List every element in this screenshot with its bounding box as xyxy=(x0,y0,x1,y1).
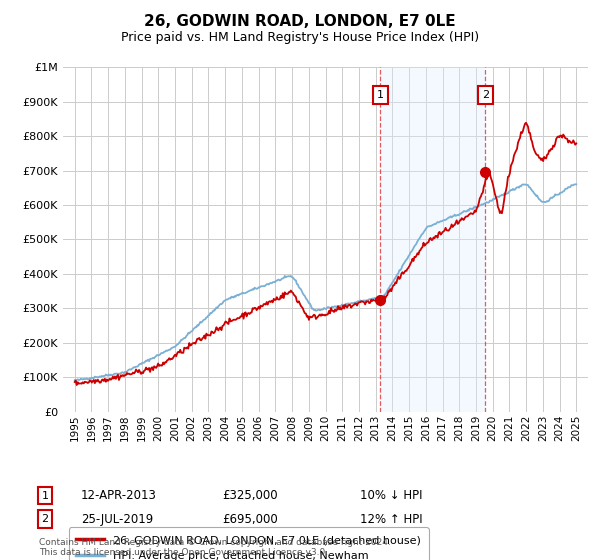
Legend: 26, GODWIN ROAD, LONDON, E7 0LE (detached house), HPI: Average price, detached h: 26, GODWIN ROAD, LONDON, E7 0LE (detache… xyxy=(68,528,428,560)
Text: 1: 1 xyxy=(377,90,384,100)
Text: 10% ↓ HPI: 10% ↓ HPI xyxy=(360,489,422,502)
Bar xyxy=(380,67,485,412)
Text: 12% ↑ HPI: 12% ↑ HPI xyxy=(360,512,422,526)
Text: 26, GODWIN ROAD, LONDON, E7 0LE: 26, GODWIN ROAD, LONDON, E7 0LE xyxy=(144,14,456,29)
Text: 2: 2 xyxy=(41,514,49,524)
Text: Price paid vs. HM Land Registry's House Price Index (HPI): Price paid vs. HM Land Registry's House … xyxy=(121,31,479,44)
Text: 1: 1 xyxy=(41,491,49,501)
Text: £325,000: £325,000 xyxy=(222,489,278,502)
Text: 25-JUL-2019: 25-JUL-2019 xyxy=(81,512,153,526)
Text: Contains HM Land Registry data © Crown copyright and database right 2024.
This d: Contains HM Land Registry data © Crown c… xyxy=(39,538,391,557)
Text: 2: 2 xyxy=(482,90,489,100)
Text: 12-APR-2013: 12-APR-2013 xyxy=(81,489,157,502)
Text: £695,000: £695,000 xyxy=(222,512,278,526)
